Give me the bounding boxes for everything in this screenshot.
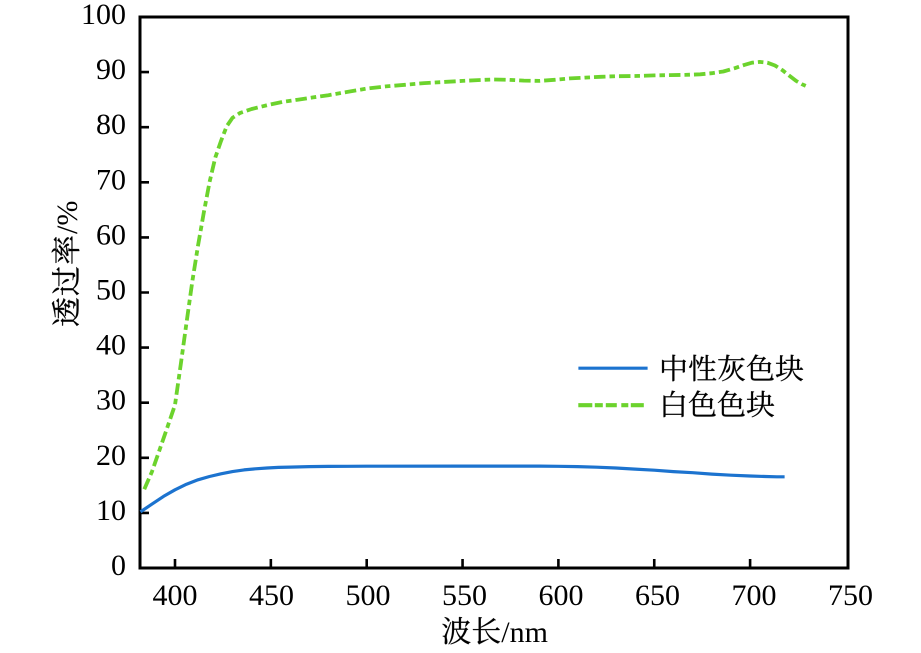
svg-text:/%: /% — [51, 201, 84, 234]
svg-text:750: 750 — [828, 579, 873, 612]
svg-text:70: 70 — [96, 163, 126, 196]
svg-text:450: 450 — [249, 579, 294, 612]
svg-text:500: 500 — [346, 579, 391, 612]
svg-text:40: 40 — [96, 329, 126, 362]
svg-text:400: 400 — [153, 579, 198, 612]
svg-text:/nm: /nm — [501, 616, 548, 649]
svg-text:600: 600 — [539, 579, 584, 612]
svg-text:20: 20 — [96, 439, 126, 472]
svg-text:0: 0 — [111, 549, 126, 582]
svg-text:100: 100 — [81, 0, 126, 31]
svg-text:50: 50 — [96, 274, 126, 307]
svg-text:550: 550 — [442, 579, 487, 612]
svg-text:700: 700 — [732, 579, 777, 612]
svg-text:80: 80 — [96, 108, 126, 141]
svg-text:90: 90 — [96, 53, 126, 86]
svg-text:60: 60 — [96, 218, 126, 251]
svg-text:650: 650 — [635, 579, 680, 612]
svg-text:30: 30 — [96, 384, 126, 417]
svg-text:10: 10 — [96, 494, 126, 527]
